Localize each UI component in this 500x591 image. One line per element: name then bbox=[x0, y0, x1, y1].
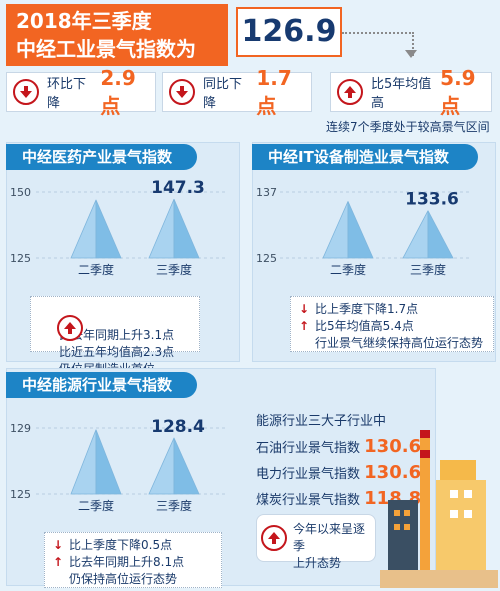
stat-label: 同比下降 bbox=[203, 77, 243, 111]
note-line: ↑ 比去年同期上升8.1点 bbox=[53, 554, 215, 571]
header-title-line2: 中经工业景气指数为 bbox=[16, 37, 196, 61]
y-tick-label: 125 bbox=[10, 252, 31, 265]
note-line: 行业景气继续保持高位运行态势 bbox=[299, 335, 487, 352]
header-index-value: 126.9 bbox=[236, 7, 342, 57]
down-arrow-icon bbox=[169, 79, 195, 105]
chart-energy: 129 125 二季度 三季度 128.4 bbox=[10, 417, 226, 513]
up-arrow-icon: ↑ bbox=[299, 319, 310, 333]
data-label: 133.6 bbox=[405, 190, 459, 210]
industrial-illustration bbox=[380, 430, 498, 588]
chart-medicine: 150 125 二季度 三季度 147.3 bbox=[10, 178, 226, 277]
arrow-down-icon bbox=[405, 50, 417, 58]
stats-note: 连续7个季度处于较高景气区间 bbox=[326, 120, 490, 134]
down-arrow-icon bbox=[13, 79, 39, 105]
up-arrow-icon bbox=[261, 525, 287, 551]
note-text: 行业景气继续保持高位运行态势 bbox=[315, 336, 484, 350]
category-label: 三季度 bbox=[410, 262, 446, 277]
y-tick-label: 129 bbox=[10, 422, 31, 435]
sub-row-label: 电力行业景气指数 bbox=[256, 467, 361, 482]
pyramid-bar-left bbox=[148, 437, 175, 495]
pyramid-bar-right bbox=[95, 199, 122, 259]
note-text: 比5年均值高5.4点 bbox=[315, 319, 414, 333]
data-label: 147.3 bbox=[151, 178, 205, 198]
stat-value: 5.9点 bbox=[440, 65, 476, 118]
stat-box-qoq: 环比下降 2.9点 bbox=[6, 66, 156, 118]
down-arrow-icon: ↓ bbox=[299, 302, 310, 316]
stat-label: 比5年均值高 bbox=[371, 77, 432, 111]
note-line: ↓ 比上季度下降1.7点 bbox=[299, 301, 487, 318]
category-label: 三季度 bbox=[156, 498, 192, 513]
stat-value: 1.7点 bbox=[256, 65, 292, 118]
trend-note-line2: 上升态势 bbox=[293, 556, 342, 570]
note-energy: ↓ 比上季度下降0.5点 ↑ 比去年同期上升8.1点 仍保持高位运行态势 bbox=[44, 532, 222, 588]
sub-row-label: 石油行业景气指数 bbox=[256, 441, 361, 456]
dotted-connector bbox=[342, 32, 414, 56]
panel-energy-title: 中经能源行业景气指数 bbox=[6, 372, 197, 398]
up-arrow-icon bbox=[57, 315, 83, 341]
data-label: 128.4 bbox=[151, 417, 205, 437]
panel-it-title: 中经IT设备制造业景气指数 bbox=[252, 144, 478, 170]
y-tick-label: 125 bbox=[10, 488, 31, 501]
sub-row-label: 煤炭行业景气指数 bbox=[256, 493, 361, 508]
pyramid-bar-right bbox=[173, 198, 200, 259]
note-line: 仍保持高位运行态势 bbox=[53, 571, 215, 588]
up-arrow-icon: ↑ bbox=[53, 555, 64, 569]
up-arrow-icon bbox=[337, 79, 363, 105]
sub-row-value: 130.6 bbox=[364, 462, 422, 483]
pyramid-bar-right bbox=[427, 210, 454, 259]
note-text: 比上季度下降1.7点 bbox=[315, 302, 419, 316]
pyramid-bar-left bbox=[402, 210, 429, 259]
note-line: ↓ 比上季度下降0.5点 bbox=[53, 537, 215, 554]
header-title: 2018年三季度 中经工业景气指数为 bbox=[6, 4, 228, 66]
sub-row-value: 130.6 bbox=[364, 436, 422, 457]
pyramid-bar-left bbox=[70, 199, 97, 259]
category-label: 二季度 bbox=[78, 498, 114, 513]
stat-box-yoy: 同比下降 1.7点 bbox=[162, 66, 312, 118]
sub-row-power: 电力行业景气指数 130.6 bbox=[256, 462, 421, 483]
stat-value: 2.9点 bbox=[100, 65, 136, 118]
pyramid-bar-right bbox=[347, 201, 374, 259]
note-line: 比近五年均值高2.3点 bbox=[59, 345, 175, 359]
y-tick-label: 125 bbox=[256, 252, 277, 265]
chart-it: 137 125 二季度 三季度 133.6 bbox=[256, 186, 470, 277]
note-line: ↑ 比5年均值高5.4点 bbox=[299, 318, 487, 335]
stat-box-5yr: 比5年均值高 5.9点 bbox=[330, 66, 492, 118]
note-text: 比去年同期上升8.1点 bbox=[69, 555, 185, 569]
note-text: 比上季度下降0.5点 bbox=[69, 538, 173, 552]
pyramid-bar-left bbox=[148, 198, 175, 259]
stat-label: 环比下降 bbox=[47, 77, 87, 111]
category-label: 二季度 bbox=[330, 262, 366, 277]
sub-row-oil: 石油行业景气指数 130.6 bbox=[256, 436, 421, 457]
down-arrow-icon: ↓ bbox=[53, 538, 64, 552]
trend-note: 今年以来呈逐季 上升态势 bbox=[256, 514, 376, 570]
note-text: 仍保持高位运行态势 bbox=[69, 572, 178, 586]
energy-sub-title: 能源行业三大子行业中 bbox=[256, 414, 387, 429]
note-it: ↓ 比上季度下降1.7点 ↑ 比5年均值高5.4点 行业景气继续保持高位运行态势 bbox=[290, 296, 494, 352]
pyramid-bar-left bbox=[322, 201, 349, 259]
note-line: 比去年同期上升3.1点 bbox=[59, 328, 175, 342]
panel-medicine-title: 中经医药产业景气指数 bbox=[6, 144, 197, 170]
pyramid-bar-right bbox=[95, 429, 122, 495]
pyramid-bar-left bbox=[70, 429, 97, 495]
category-label: 二季度 bbox=[78, 262, 114, 277]
y-tick-label: 150 bbox=[10, 186, 31, 199]
header-title-line1: 2018年三季度 bbox=[16, 9, 152, 33]
pyramid-bar-right bbox=[173, 437, 200, 495]
category-label: 三季度 bbox=[156, 262, 192, 277]
note-medicine: 比去年同期上升3.1点 比近五年均值高2.3点 仍位居制造业首位 bbox=[30, 296, 200, 376]
y-tick-label: 137 bbox=[256, 186, 277, 199]
trend-note-line1: 今年以来呈逐季 bbox=[293, 522, 366, 553]
